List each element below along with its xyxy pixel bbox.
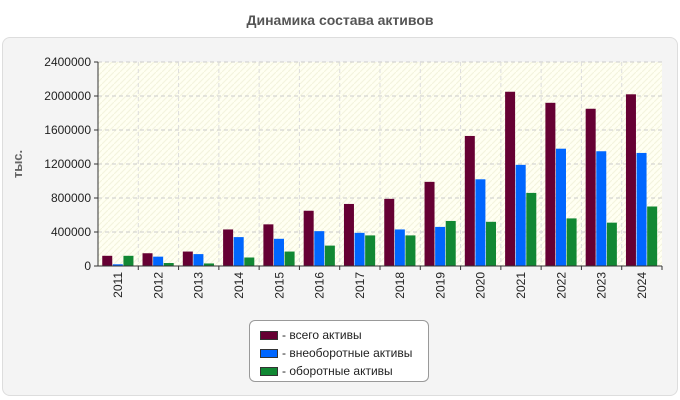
bar-chart: 0 400000 800000 1200000 1600000 2000000 240000… [10,55,663,299]
bar-noncurrent-assets-2019 [435,226,446,266]
legend-swatch [260,366,278,376]
bar-total-assets-2020 [464,135,475,266]
bar-total-assets-2014 [223,229,234,266]
bar-total-assets-2015 [263,224,274,266]
bar-noncurrent-assets-2022 [555,148,566,266]
x-tick-label: 2016 [313,272,327,299]
bar-current-assets-2015 [284,251,295,266]
x-tick-label: 2012 [151,272,165,299]
x-tick-label: 2019 [433,272,447,299]
bar-current-assets-2014 [244,257,255,266]
x-tick-label: 2018 [393,272,407,299]
bar-noncurrent-assets-2023 [596,151,607,266]
bar-total-assets-2011 [102,255,113,266]
legend: - всего активы - внеоборотные активы - обо… [249,320,429,382]
bar-noncurrent-assets-2014 [233,237,244,266]
bar-current-assets-2019 [445,220,456,266]
bar-total-assets-2013 [182,251,193,266]
bar-current-assets-2022 [566,218,577,266]
bar-current-assets-2024 [647,206,658,266]
bar-current-assets-2016 [324,245,335,266]
y-tick-label: 0 [84,259,91,273]
bar-current-assets-2023 [606,222,617,266]
bar-total-assets-2024 [625,94,636,266]
bar-noncurrent-assets-2012 [153,256,164,266]
y-tick-label: 1600000 [44,123,91,137]
bar-noncurrent-assets-2013 [193,254,204,266]
bar-noncurrent-assets-2017 [354,232,365,266]
legend-swatch [260,330,278,340]
bar-current-assets-2021 [526,192,537,266]
bar-noncurrent-assets-2015 [273,238,284,266]
bar-total-assets-2021 [505,91,516,266]
bar-current-assets-2020 [486,221,497,266]
x-tick-label: 2017 [353,272,367,299]
x-tick-label: 2015 [272,272,286,299]
bar-total-assets-2012 [142,253,153,266]
legend-label: - всего активы [282,328,362,342]
bar-total-assets-2017 [343,203,354,266]
bar-noncurrent-assets-2020 [475,179,486,266]
x-tick-label: 2020 [474,272,488,299]
bar-total-assets-2016 [303,210,314,266]
bar-noncurrent-assets-2011 [112,264,123,266]
x-tick-label: 2024 [635,272,649,299]
y-tick-label: 400000 [51,225,91,239]
x-tick-label: 2021 [514,272,528,299]
bar-noncurrent-assets-2024 [636,152,647,266]
legend-swatch [260,348,278,358]
legend-item: - оборотные активы [260,362,428,380]
bar-current-assets-2013 [204,263,215,266]
bar-total-assets-2019 [424,181,435,266]
legend-label: - внеоборотные активы [282,346,413,360]
bar-total-assets-2018 [384,198,395,266]
bar-noncurrent-assets-2018 [394,229,405,266]
bar-total-assets-2022 [545,102,556,266]
y-tick-label: 2400000 [44,55,91,69]
y-tick-label: 1200000 [44,157,91,171]
x-tick-label: 2011 [111,272,125,298]
x-tick-label: 2014 [232,272,246,299]
x-tick-label: 2013 [192,272,206,299]
legend-item: - внеоборотные активы [260,344,428,362]
bar-noncurrent-assets-2016 [314,231,325,266]
bar-current-assets-2012 [163,263,174,266]
bar-current-assets-2018 [405,235,416,266]
x-tick-label: 2023 [595,272,609,299]
chart-title: Динамика состава активов [246,12,434,28]
x-tick-label: 2022 [554,272,568,299]
bar-noncurrent-assets-2021 [515,164,526,266]
bar-total-assets-2023 [585,108,596,266]
y-axis-label: тыс. [10,150,25,178]
legend-label: - оборотные активы [282,364,393,378]
bar-current-assets-2017 [365,235,376,266]
legend-item: - всего активы [260,326,428,344]
y-tick-label: 2000000 [44,89,91,103]
y-tick-label: 800000 [51,191,91,205]
bar-current-assets-2011 [123,255,134,266]
